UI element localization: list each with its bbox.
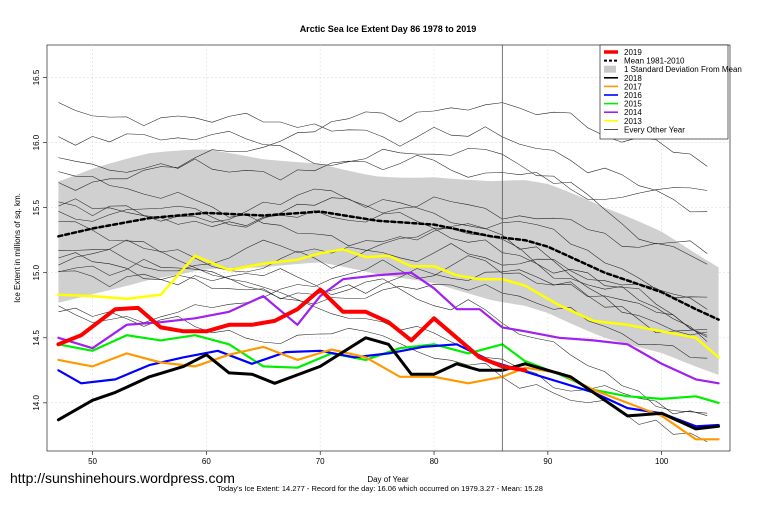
y-axis-label: Ice Extent in millions of sq. km. xyxy=(13,193,22,303)
every-other-year-lines xyxy=(58,102,708,443)
every-other-year-line xyxy=(58,255,708,334)
y-tick-label: 14.0 xyxy=(32,395,41,411)
series-line-2015 xyxy=(57,334,720,404)
every-other-year-line xyxy=(58,239,708,359)
series-lines xyxy=(56,210,721,441)
legend-label: 2016 xyxy=(624,91,642,100)
every-other-year-line xyxy=(58,252,708,336)
watermark: http://sunshinehours.wordpress.com xyxy=(10,470,235,486)
legend-item: 1 Standard Deviation From Mean xyxy=(604,65,742,74)
every-other-year-line xyxy=(58,155,708,254)
series-line-2013 xyxy=(57,248,720,359)
legend-item: 2016 xyxy=(604,91,642,100)
legend-item: 2014 xyxy=(604,108,642,117)
x-tick-label: 60 xyxy=(202,457,211,466)
x-axis-ticks: 50 60 70 80 90 100 xyxy=(88,451,669,466)
y-tick-label: 14.5 xyxy=(32,329,41,345)
y-tick-label: 15.5 xyxy=(32,199,41,215)
legend-swatch xyxy=(604,65,616,73)
every-other-year-line xyxy=(58,197,708,310)
series-line-mean-1981-2010 xyxy=(57,210,720,321)
every-other-year-line xyxy=(58,131,708,200)
legend-label: 1 Standard Deviation From Mean xyxy=(624,65,742,74)
legend-box xyxy=(599,44,729,140)
series-line-2019 xyxy=(56,287,528,373)
legend-label: 2018 xyxy=(624,74,642,83)
series-line-2017 xyxy=(57,345,720,441)
every-other-year-line xyxy=(58,268,708,414)
every-other-year-line xyxy=(58,102,708,213)
y-axis-ticks: 14.0 14.5 15.0 15.5 16.0 16.5 xyxy=(32,69,47,411)
every-other-year-line xyxy=(58,201,708,342)
series-line-2018 xyxy=(56,336,721,431)
legend-item: Mean 1981-2010 xyxy=(604,57,685,66)
every-other-year-line xyxy=(58,188,708,265)
x-tick-label: 80 xyxy=(430,457,439,466)
series-line-2014 xyxy=(57,271,720,385)
legend-label: 2017 xyxy=(624,82,642,91)
y-tick-label: 16.0 xyxy=(32,134,41,150)
legend-label: 2015 xyxy=(624,100,642,109)
legend-label: Mean 1981-2010 xyxy=(624,57,685,66)
legend-item: 2015 xyxy=(604,100,642,109)
footer-stats: Today's Ice Extent: 14.277 - Record for … xyxy=(217,484,543,493)
legend-item: 2013 xyxy=(604,117,642,126)
chart-title: Arctic Sea Ice Extent Day 86 1978 to 201… xyxy=(300,24,477,34)
legend-item: Every Other Year xyxy=(604,125,685,134)
legend-item: 2018 xyxy=(604,74,642,83)
every-other-year-line xyxy=(58,307,708,443)
x-tick-label: 70 xyxy=(316,457,325,466)
x-tick-label: 90 xyxy=(543,457,552,466)
every-other-year-line xyxy=(58,102,708,191)
legend-label: 2014 xyxy=(624,108,642,117)
x-tick-label: 100 xyxy=(655,457,669,466)
legend-item: 2019 xyxy=(604,48,642,57)
every-other-year-line xyxy=(58,221,708,338)
y-tick-label: 15.0 xyxy=(32,264,41,280)
x-tick-label: 50 xyxy=(88,457,97,466)
legend-label: Every Other Year xyxy=(624,125,685,134)
every-other-year-line xyxy=(58,258,708,416)
every-other-year-line xyxy=(58,171,708,336)
std-band-area xyxy=(58,149,719,375)
std-band xyxy=(58,149,719,375)
legend-item: 2017 xyxy=(604,82,642,91)
legend-label: 2013 xyxy=(624,117,642,126)
every-other-year-line xyxy=(58,239,708,299)
y-tick-label: 16.5 xyxy=(32,69,41,85)
legend-label: 2019 xyxy=(624,48,642,57)
x-axis-label: Day of Year xyxy=(367,475,409,484)
